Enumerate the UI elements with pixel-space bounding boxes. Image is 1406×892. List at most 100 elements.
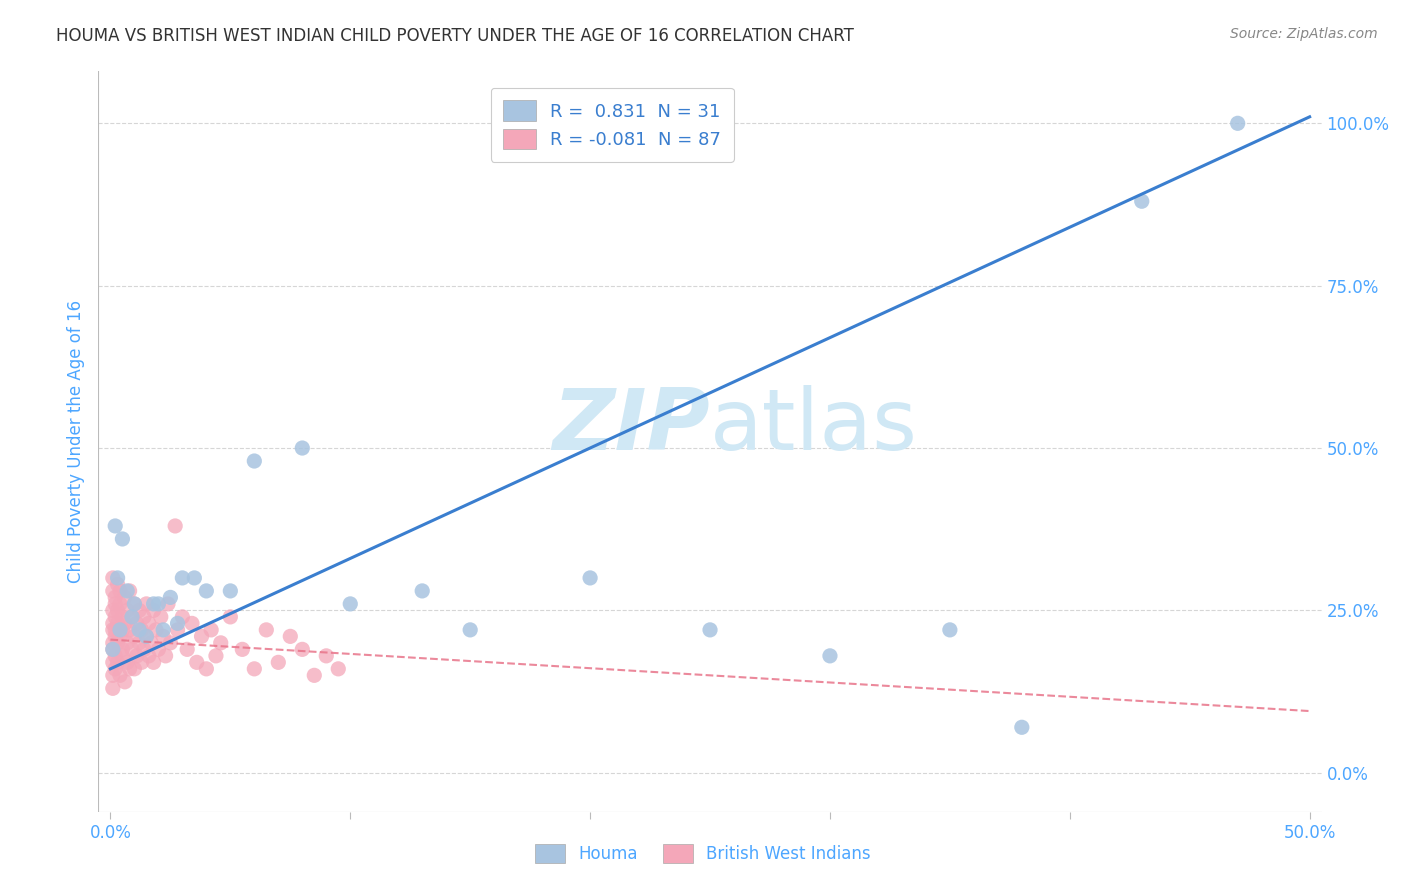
Text: atlas: atlas [710,385,918,468]
Point [107,571,129,585]
Point [124,662,146,676]
Point [128,603,150,617]
Point [328,662,350,676]
Point [155,648,177,663]
Point [128,623,150,637]
Point [165,519,187,533]
Point [115,583,138,598]
Point [108,623,131,637]
Point [118,662,141,676]
Point [114,616,136,631]
Point [115,636,138,650]
Point [200,623,222,637]
Point [101,583,124,598]
Point [195,662,218,676]
Point [183,571,205,585]
Point [243,662,266,676]
Point [125,648,148,663]
Point [278,629,301,643]
Point [104,623,127,637]
Point [176,642,198,657]
Point [104,648,127,663]
Point [267,656,290,670]
Point [135,629,157,643]
Point [1226,116,1249,130]
Legend: R =  0.831  N = 31, R = -0.081  N = 87: R = 0.831 N = 31, R = -0.081 N = 87 [491,87,734,162]
Point [231,642,253,657]
Point [115,656,138,670]
Text: Source: ZipAtlas.com: Source: ZipAtlas.com [1230,27,1378,41]
Point [254,623,277,637]
Point [152,629,174,643]
Point [111,642,134,657]
Point [579,571,602,585]
Point [128,636,150,650]
Point [190,629,212,643]
Text: HOUMA VS BRITISH WEST INDIAN CHILD POVERTY UNDER THE AGE OF 16 CORRELATION CHART: HOUMA VS BRITISH WEST INDIAN CHILD POVER… [56,27,853,45]
Point [138,616,160,631]
Point [304,668,326,682]
Point [186,656,208,670]
Point [124,597,146,611]
Point [219,583,242,598]
Point [118,623,141,637]
Point [159,591,181,605]
Point [141,636,163,650]
Point [101,642,124,657]
Point [131,656,153,670]
Point [108,583,131,598]
Point [1130,194,1153,209]
Point [124,629,146,643]
Point [101,642,124,657]
Point [101,668,124,682]
Legend: Houma, British West Indians: Houma, British West Indians [523,832,883,875]
Point [291,642,314,657]
Point [125,616,148,631]
Point [135,629,157,643]
Point [121,610,143,624]
Point [699,623,721,637]
Point [111,623,134,637]
Point [159,636,181,650]
Point [939,623,962,637]
Point [101,616,124,631]
Point [209,636,232,650]
Point [107,603,129,617]
Point [118,583,141,598]
Point [104,597,127,611]
Point [172,610,194,624]
Point [115,603,138,617]
Point [195,583,218,598]
Point [219,610,242,624]
Point [142,603,165,617]
Point [104,662,127,676]
Point [315,648,337,663]
Point [145,623,167,637]
Point [166,616,188,631]
Point [135,597,157,611]
Point [149,610,172,624]
Point [104,591,127,605]
Point [142,656,165,670]
Point [108,668,131,682]
Point [411,583,433,598]
Point [243,454,266,468]
Point [101,636,124,650]
Point [458,623,481,637]
Point [108,597,131,611]
Point [291,441,314,455]
Point [114,591,136,605]
Point [108,629,131,643]
Point [121,610,143,624]
Point [124,597,146,611]
Point [101,603,124,617]
Point [152,623,174,637]
Point [101,681,124,696]
Point [107,577,129,591]
Point [138,648,160,663]
Point [818,648,841,663]
Point [148,597,170,611]
Y-axis label: Child Poverty Under the Age of 16: Child Poverty Under the Age of 16 [66,300,84,583]
Point [101,656,124,670]
Point [107,656,129,670]
